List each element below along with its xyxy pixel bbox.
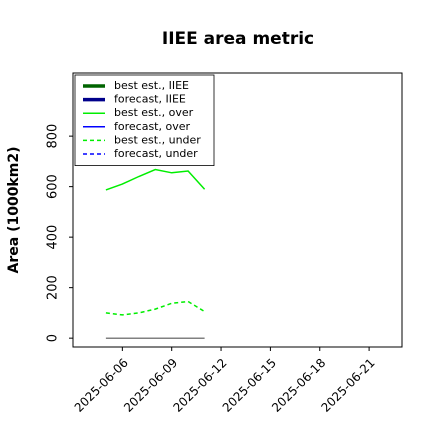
y-axis-label: Area (1000km2) xyxy=(6,147,22,274)
legend-box xyxy=(74,74,215,166)
legend-label: best est., under xyxy=(114,133,201,146)
chart-title: IIEE area metric xyxy=(162,29,314,49)
series-line xyxy=(105,168,206,191)
y-tick-label: 400 xyxy=(46,225,61,250)
y-tick-label: 200 xyxy=(46,275,61,300)
legend-label: best est., over xyxy=(114,106,194,119)
legend-label: best est., IIEE xyxy=(114,79,189,92)
series-line xyxy=(105,300,205,316)
x-tick-label: 2025-06-21 xyxy=(318,356,377,415)
legend-label: forecast, over xyxy=(114,120,190,133)
y-tick-label: 800 xyxy=(46,124,61,149)
plot-area xyxy=(72,72,403,348)
legend-label: forecast, under xyxy=(114,147,198,160)
legend-label: forecast, IIEE xyxy=(114,93,186,106)
y-tick-label: 0 xyxy=(46,334,61,342)
y-tick-label: 600 xyxy=(46,174,61,199)
